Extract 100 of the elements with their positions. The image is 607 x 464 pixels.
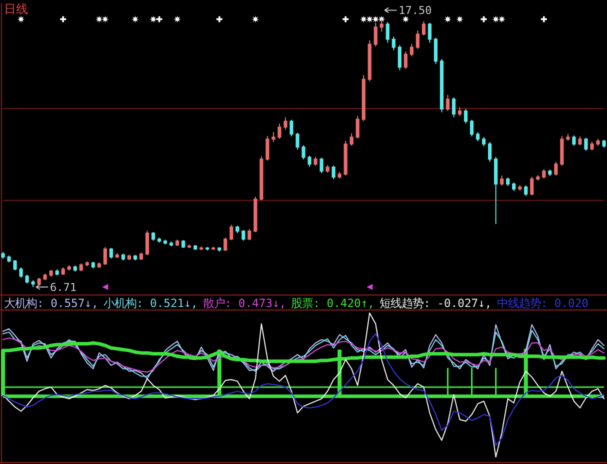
- candlestick: [344, 140, 348, 176]
- candlestick: [368, 40, 372, 82]
- candlestick: [55, 268, 59, 276]
- candlestick: [19, 266, 23, 278]
- candlestick: [572, 134, 576, 146]
- candlestick: [524, 184, 528, 196]
- candlestick: [530, 176, 534, 196]
- text: 股票: 0.420↑,: [291, 296, 374, 310]
- candlestick: [139, 252, 144, 260]
- candlestick: [554, 161, 558, 176]
- candlestick: [175, 239, 180, 247]
- candlestick: [163, 239, 168, 246]
- candlestick: [182, 240, 186, 249]
- candlestick: [31, 280, 35, 288]
- candlestick: [218, 246, 222, 252]
- candlestick: [566, 133, 570, 142]
- candlestick: [596, 138, 600, 146]
- candlestick: [49, 269, 53, 278]
- candlestick: [362, 74, 366, 122]
- candlestick: [109, 248, 113, 259]
- candlestick: [338, 171, 342, 180]
- candlestick: [200, 246, 204, 251]
- candlestick: [416, 30, 420, 50]
- candlestick: [548, 169, 552, 177]
- candlestick: [512, 182, 516, 192]
- candlestick: [404, 50, 408, 70]
- candlestick: [398, 44, 402, 71]
- candlestick: [350, 132, 354, 146]
- candlestick: [1, 252, 5, 260]
- candlestick: [61, 266, 65, 276]
- candlestick: [518, 184, 522, 191]
- candlestick: [284, 116, 288, 130]
- candlestick: [452, 96, 456, 118]
- candlestick: [278, 122, 282, 140]
- candlestick: [314, 156, 318, 166]
- annotation: 6.71: [50, 281, 77, 294]
- candlestick: [13, 259, 17, 271]
- candlestick: [188, 244, 192, 249]
- candlestick: [392, 36, 396, 51]
- candlestick: [242, 230, 246, 242]
- candlestick: [542, 168, 546, 180]
- candlestick: [115, 252, 119, 258]
- candlestick: [85, 260, 89, 267]
- candlestick: [37, 277, 41, 286]
- candlestick: [320, 157, 324, 174]
- candlestick: [236, 225, 240, 234]
- candlestick: [302, 144, 306, 160]
- candlestick: [121, 253, 125, 261]
- candlestick: [194, 244, 198, 251]
- candlestick: [266, 135, 270, 162]
- candlestick: [7, 254, 11, 263]
- candlestick: [97, 262, 101, 268]
- candlestick: [380, 18, 384, 32]
- candlestick: [428, 22, 432, 44]
- candlestick: [434, 37, 438, 64]
- candlestick: [386, 22, 390, 44]
- text: 散户: 0.473↓,: [202, 296, 286, 310]
- candlestick: [133, 254, 138, 261]
- candlestick: [169, 241, 174, 247]
- candlestick: [79, 262, 83, 272]
- text: 中线趋势: 0.020: [496, 296, 588, 310]
- candlestick: [446, 94, 450, 112]
- candlestick: [410, 44, 414, 57]
- candlestick: [103, 246, 107, 266]
- candlestick: [91, 261, 95, 269]
- candlestick: [326, 164, 330, 174]
- candlestick: [206, 246, 210, 252]
- candlestick: [482, 136, 486, 147]
- candlestick: [248, 228, 252, 241]
- candlestick: [470, 119, 474, 137]
- candlestick: [230, 224, 234, 241]
- candlestick: [584, 137, 588, 152]
- candlestick: [590, 141, 594, 151]
- candlestick: [488, 142, 492, 162]
- candlestick: [506, 177, 510, 186]
- candlestick: [422, 20, 426, 36]
- candlestick: [272, 132, 276, 143]
- candlestick: [224, 237, 228, 252]
- candlestick: [25, 274, 29, 284]
- candlestick: [151, 232, 156, 242]
- candlestick: [73, 265, 77, 272]
- candlestick: [332, 165, 336, 180]
- candlestick: [374, 22, 378, 47]
- candlestick: [464, 108, 468, 124]
- candlestick: [127, 254, 132, 260]
- candlestick: [536, 174, 540, 182]
- candlestick: [458, 106, 462, 116]
- series-label: 大机构: 0.557↓,: [4, 296, 98, 310]
- text: 小机构: 0.521↓,: [103, 296, 198, 310]
- candlestick: [67, 264, 71, 271]
- candlestick: [356, 116, 360, 139]
- candlestick: [560, 135, 564, 166]
- candlestick: [145, 230, 150, 256]
- candlestick: [260, 156, 264, 201]
- candlestick: [494, 156, 498, 224]
- candlestick: [254, 196, 258, 233]
- candlestick: [308, 155, 312, 168]
- candlestick: [296, 132, 300, 150]
- text: 17.50: [398, 4, 432, 18]
- candlestick: [290, 119, 294, 137]
